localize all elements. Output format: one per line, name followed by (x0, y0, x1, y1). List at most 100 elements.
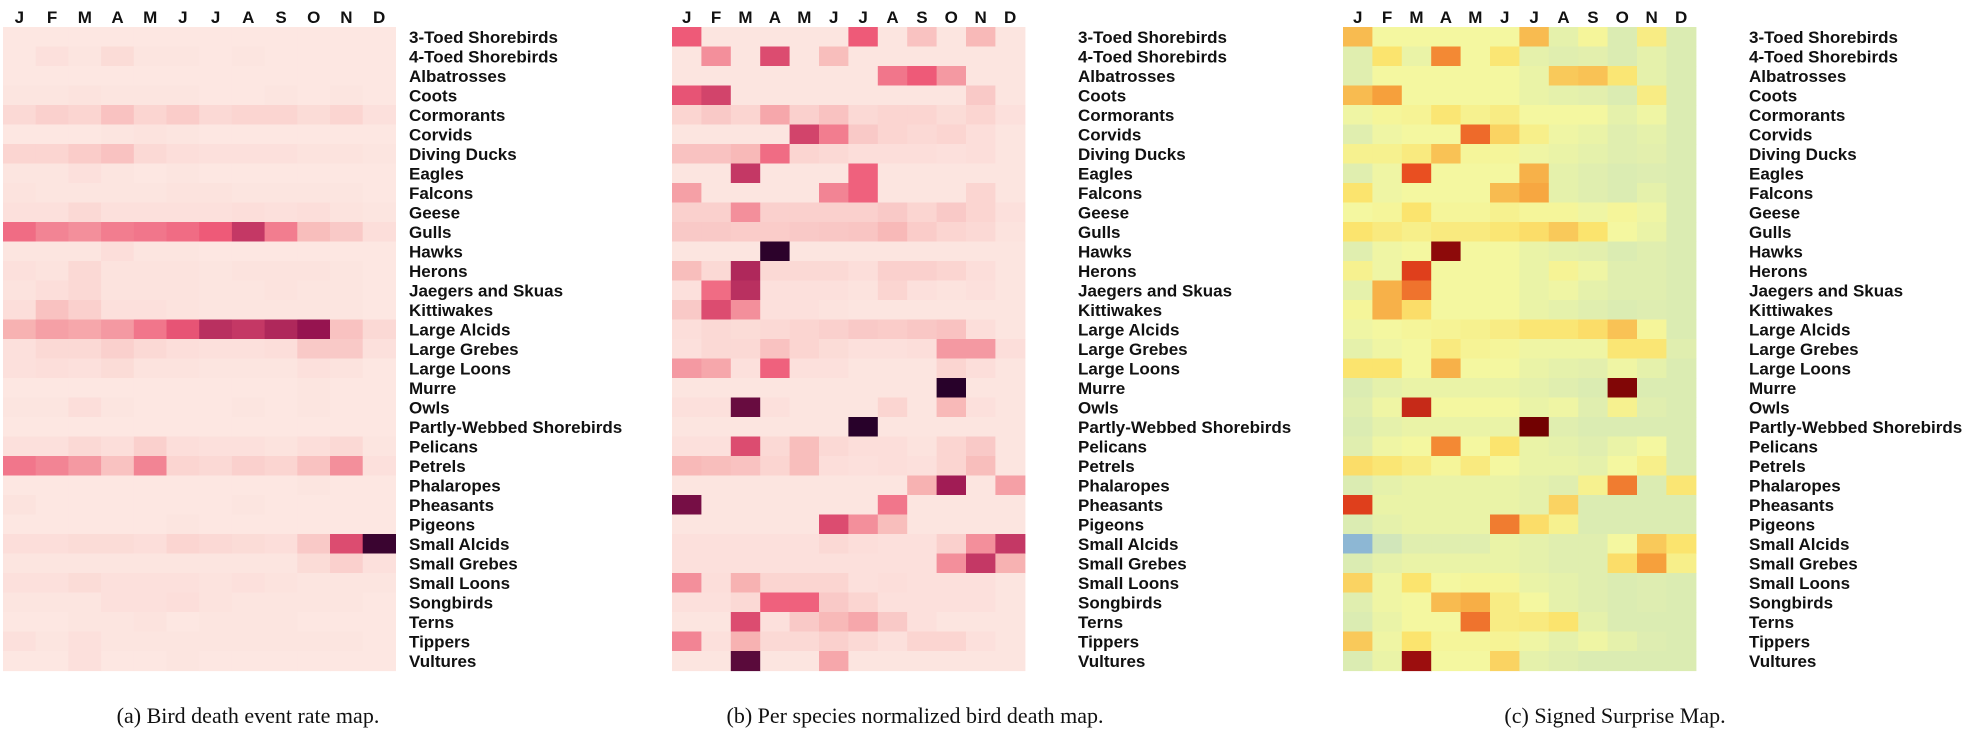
heatmap-cell (330, 534, 364, 555)
heatmap-cell (1401, 378, 1432, 399)
heatmap-cell (264, 319, 298, 340)
heatmap-cell (1431, 300, 1462, 321)
heatmap-cell (1666, 397, 1697, 418)
heatmap-cell (1372, 27, 1403, 48)
heatmap-cell (848, 339, 879, 360)
heatmap-cell (1372, 280, 1403, 301)
month-label: O (1616, 8, 1629, 27)
heatmap-cell (330, 417, 364, 438)
heatmap-cell (199, 631, 233, 652)
row-label: Vultures (1749, 652, 1816, 671)
heatmap-cell (35, 27, 69, 48)
heatmap-cell (672, 27, 702, 48)
heatmap-cell (848, 261, 879, 282)
heatmap-cell (199, 436, 233, 457)
heatmap-cell (35, 163, 69, 184)
heatmap-cell (3, 85, 37, 106)
heatmap-cell (966, 553, 996, 574)
heatmap-cell (1519, 319, 1550, 340)
heatmap-cell (907, 27, 938, 48)
heatmap-cell (1490, 183, 1520, 204)
heatmap-cell (1666, 495, 1697, 516)
heatmap-cell (877, 417, 908, 438)
heatmap-cell (907, 495, 938, 516)
heatmap-cell (68, 339, 102, 360)
heatmap-cell (1578, 319, 1609, 340)
heatmap-cell (701, 202, 732, 223)
heatmap-cell (1372, 85, 1403, 106)
heatmap-cell (166, 358, 200, 379)
heatmap-cell (1490, 553, 1520, 574)
heatmap-cell (907, 358, 938, 379)
heatmap-cell (760, 651, 791, 672)
heatmap-cell (68, 475, 102, 496)
heatmap-cell (701, 163, 732, 184)
heatmap-cell (166, 222, 200, 243)
heatmap-cell (1578, 651, 1609, 672)
heatmap-cell (848, 124, 879, 145)
heatmap-cell (819, 436, 849, 457)
heatmap-cell (1372, 534, 1403, 555)
heatmap-cell (35, 241, 69, 262)
heatmap-cell (819, 241, 849, 262)
heatmap-cell (1431, 553, 1462, 574)
heatmap-cell (1431, 534, 1462, 555)
heatmap-cell (101, 651, 135, 672)
heatmap-cell (166, 183, 200, 204)
heatmap-cell (936, 534, 967, 555)
heatmap-cell (1607, 573, 1638, 594)
heatmap-cell (848, 495, 879, 516)
heatmap-cell (672, 651, 702, 672)
heatmap-cell (672, 378, 702, 399)
heatmap-cell (1578, 358, 1609, 379)
heatmap-cell (330, 241, 364, 262)
heatmap-cell (297, 319, 331, 340)
row-label: Owls (1078, 398, 1119, 417)
row-label: Small Grebes (1078, 554, 1187, 573)
heatmap-cell (907, 46, 938, 67)
heatmap-cell (1578, 631, 1609, 652)
heatmap-cell (1519, 358, 1550, 379)
heatmap-cell (1637, 631, 1667, 652)
heatmap-cell (995, 144, 1026, 165)
heatmap-cell (68, 85, 102, 106)
heatmap-cell (907, 222, 938, 243)
heatmap-cell (199, 339, 233, 360)
heatmap-cell (1401, 456, 1432, 477)
heatmap-cell (1401, 631, 1432, 652)
heatmap-cell (789, 339, 820, 360)
row-label: Murre (1078, 379, 1125, 398)
heatmap-cell (264, 475, 298, 496)
heatmap-cell (3, 456, 37, 477)
heatmap-cell (730, 612, 761, 633)
row-label: Coots (1078, 86, 1126, 105)
heatmap-cell (231, 495, 266, 516)
heatmap-cell (730, 436, 761, 457)
heatmap-cell (995, 495, 1026, 516)
heatmap-cell (936, 378, 967, 399)
heatmap-cell (760, 514, 791, 535)
heatmap-cell (133, 280, 168, 301)
heatmap-cell (1519, 339, 1550, 360)
row-label: Hawks (409, 242, 463, 261)
heatmap-cell (264, 553, 298, 574)
heatmap-cell (1607, 105, 1638, 126)
heatmap-cell (819, 319, 849, 340)
heatmap-cell (3, 417, 37, 438)
heatmap-cell (789, 319, 820, 340)
heatmap-cell (133, 475, 168, 496)
heatmap-cell (672, 456, 702, 477)
heatmap-cell (1343, 534, 1373, 555)
heatmap-cell (1372, 202, 1403, 223)
heatmap-cell (68, 592, 102, 613)
heatmap-cell (1548, 280, 1579, 301)
heatmap-cell (3, 475, 37, 496)
heatmap-cell (1460, 573, 1491, 594)
heatmap-cell (1548, 495, 1579, 516)
heatmap-cell (730, 222, 761, 243)
heatmap-cell (701, 144, 732, 165)
heatmap-cell (1607, 85, 1638, 106)
heatmap-cell (701, 183, 732, 204)
row-label: Small Grebes (1749, 554, 1858, 573)
row-label: Vultures (1078, 652, 1145, 671)
